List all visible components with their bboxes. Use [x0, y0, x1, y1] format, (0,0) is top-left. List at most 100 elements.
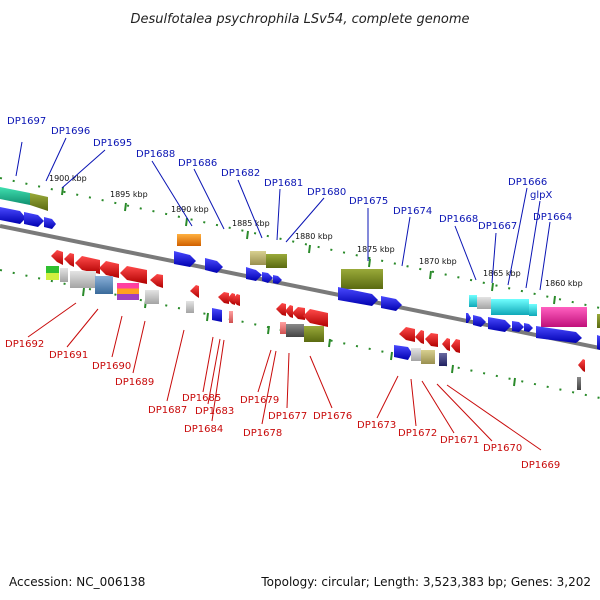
gene-label[interactable]: DP1687	[148, 405, 187, 416]
gene-label[interactable]: DP1670	[483, 443, 522, 454]
gene-block[interactable]	[341, 269, 383, 289]
gene-block[interactable]	[117, 283, 139, 300]
gene-label[interactable]: DP1686	[178, 158, 217, 169]
gene-arrow-reverse[interactable]	[425, 333, 438, 347]
gene-block[interactable]	[250, 251, 266, 265]
gene-arrow-forward[interactable]	[512, 321, 524, 332]
gene-arrow-forward[interactable]	[205, 258, 223, 273]
gene-arrow-forward[interactable]	[473, 315, 486, 327]
gene-label[interactable]: DP1697	[7, 116, 46, 127]
gene-block[interactable]	[229, 311, 233, 323]
gene-block[interactable]	[30, 193, 48, 211]
gene-arrow-reverse[interactable]	[276, 303, 286, 316]
gene-arrow-forward[interactable]	[0, 207, 26, 224]
gene-label[interactable]: DP1673	[357, 420, 396, 431]
gene-label[interactable]: DP1696	[51, 126, 90, 137]
gene-arrow-forward[interactable]	[174, 251, 196, 267]
gene-label[interactable]: DP1677	[268, 411, 307, 422]
gene-label[interactable]: DP1669	[521, 460, 560, 471]
gene-label[interactable]: DP1679	[240, 395, 279, 406]
gene-block[interactable]	[280, 322, 286, 334]
gene-arrow-forward[interactable]	[381, 296, 402, 311]
gene-label[interactable]: DP1675	[349, 196, 388, 207]
gene-label[interactable]: DP1689	[115, 377, 154, 388]
gene-arrow-reverse[interactable]	[415, 330, 424, 344]
gene-label[interactable]: DP1664	[533, 212, 572, 223]
gene-arrow-reverse[interactable]	[303, 309, 328, 327]
gene-block[interactable]	[469, 295, 477, 307]
gene-block[interactable]	[186, 301, 194, 313]
gene-block[interactable]	[304, 326, 324, 342]
gene-arrow-reverse[interactable]	[99, 261, 119, 278]
gene-block[interactable]	[491, 299, 529, 315]
gene-arrow-forward[interactable]	[212, 308, 222, 322]
gene-arrow-forward[interactable]	[394, 345, 412, 360]
gene-block[interactable]	[541, 307, 587, 327]
gene-label[interactable]: DP1666	[508, 177, 547, 188]
gene-arrow-forward[interactable]	[246, 267, 262, 281]
gene-label[interactable]: DP1671	[440, 435, 479, 446]
gene-block[interactable]	[411, 348, 421, 361]
gene-arrow-reverse[interactable]	[227, 293, 235, 305]
gene-block[interactable]	[597, 314, 600, 328]
bottom-gene-labels: DP1692 DP1691 DP1690 DP1689 DP1687 DP168…	[5, 339, 560, 471]
gene-label[interactable]: glpX	[530, 190, 552, 201]
gene-label[interactable]: DP1676	[313, 411, 352, 422]
gene-arrow-reverse[interactable]	[451, 339, 460, 353]
gene-block[interactable]	[266, 254, 287, 268]
gene-label[interactable]: DP1668	[439, 214, 478, 225]
gene-block[interactable]	[529, 304, 537, 316]
gene-label[interactable]: DP1690	[92, 361, 131, 372]
gene-arrow-reverse[interactable]	[285, 305, 293, 318]
gene-arrow-reverse[interactable]	[399, 327, 415, 342]
gene-label[interactable]: DP1684	[184, 424, 223, 435]
gene-arrow-reverse[interactable]	[232, 294, 240, 306]
gene-arrow-forward[interactable]	[273, 275, 282, 284]
gene-arrow-forward[interactable]	[597, 335, 600, 350]
gene-label[interactable]: DP1680	[307, 187, 346, 198]
gene-label[interactable]: DP1678	[243, 428, 282, 439]
gene-label[interactable]: DP1667	[478, 221, 517, 232]
gene-arrow-forward[interactable]	[524, 323, 533, 332]
gene-block[interactable]	[421, 350, 435, 364]
gene-arrow-reverse[interactable]	[64, 253, 74, 267]
gene-arrow-forward[interactable]	[536, 326, 582, 343]
gene-block[interactable]	[95, 276, 113, 294]
gene-arrow-forward[interactable]	[488, 317, 511, 332]
gene-label[interactable]: DP1695	[93, 138, 132, 149]
gene-block[interactable]	[477, 297, 491, 309]
gene-arrow-reverse[interactable]	[292, 307, 305, 320]
gene-label[interactable]: DP1683	[195, 406, 234, 417]
gene-block[interactable]	[70, 271, 96, 288]
gene-block[interactable]	[177, 234, 201, 246]
gene-block[interactable]	[60, 268, 68, 282]
gene-label[interactable]: DP1682	[221, 168, 260, 179]
gene-arrow-reverse[interactable]	[442, 338, 450, 351]
gene-arrow-reverse[interactable]	[578, 359, 585, 372]
gene-arrow-forward[interactable]	[262, 272, 273, 283]
gene-arrow-reverse[interactable]	[218, 292, 229, 304]
gene-arrow-forward[interactable]	[338, 287, 378, 306]
gene-label[interactable]: DP1691	[49, 350, 88, 361]
gene-arrow-reverse[interactable]	[75, 256, 100, 274]
gene-arrow-reverse[interactable]	[120, 266, 147, 284]
gene-block[interactable]	[46, 266, 59, 280]
gene-label[interactable]: DP1681	[264, 178, 303, 189]
gene-arrow-forward[interactable]	[44, 217, 56, 229]
gene-label[interactable]: DP1674	[393, 206, 432, 217]
gene-label[interactable]: DP1685	[182, 393, 221, 404]
gene-block[interactable]	[439, 353, 447, 366]
gene-arrow-forward[interactable]	[24, 212, 44, 227]
gene-block[interactable]	[577, 377, 581, 390]
gene-arrow-forward[interactable]	[466, 313, 471, 323]
gene-arrow-reverse[interactable]	[150, 274, 163, 288]
gene-block[interactable]	[0, 187, 30, 205]
gene-label[interactable]: DP1692	[5, 339, 44, 350]
gene-block[interactable]	[286, 324, 304, 337]
gene-block[interactable]	[145, 290, 159, 304]
gene-label[interactable]: DP1688	[136, 149, 175, 160]
gene-arrow-reverse[interactable]	[190, 285, 199, 298]
gene-label[interactable]: DP1672	[398, 428, 437, 439]
gene-arrow-reverse[interactable]	[51, 250, 63, 265]
reverse-strand-genes	[51, 250, 585, 372]
